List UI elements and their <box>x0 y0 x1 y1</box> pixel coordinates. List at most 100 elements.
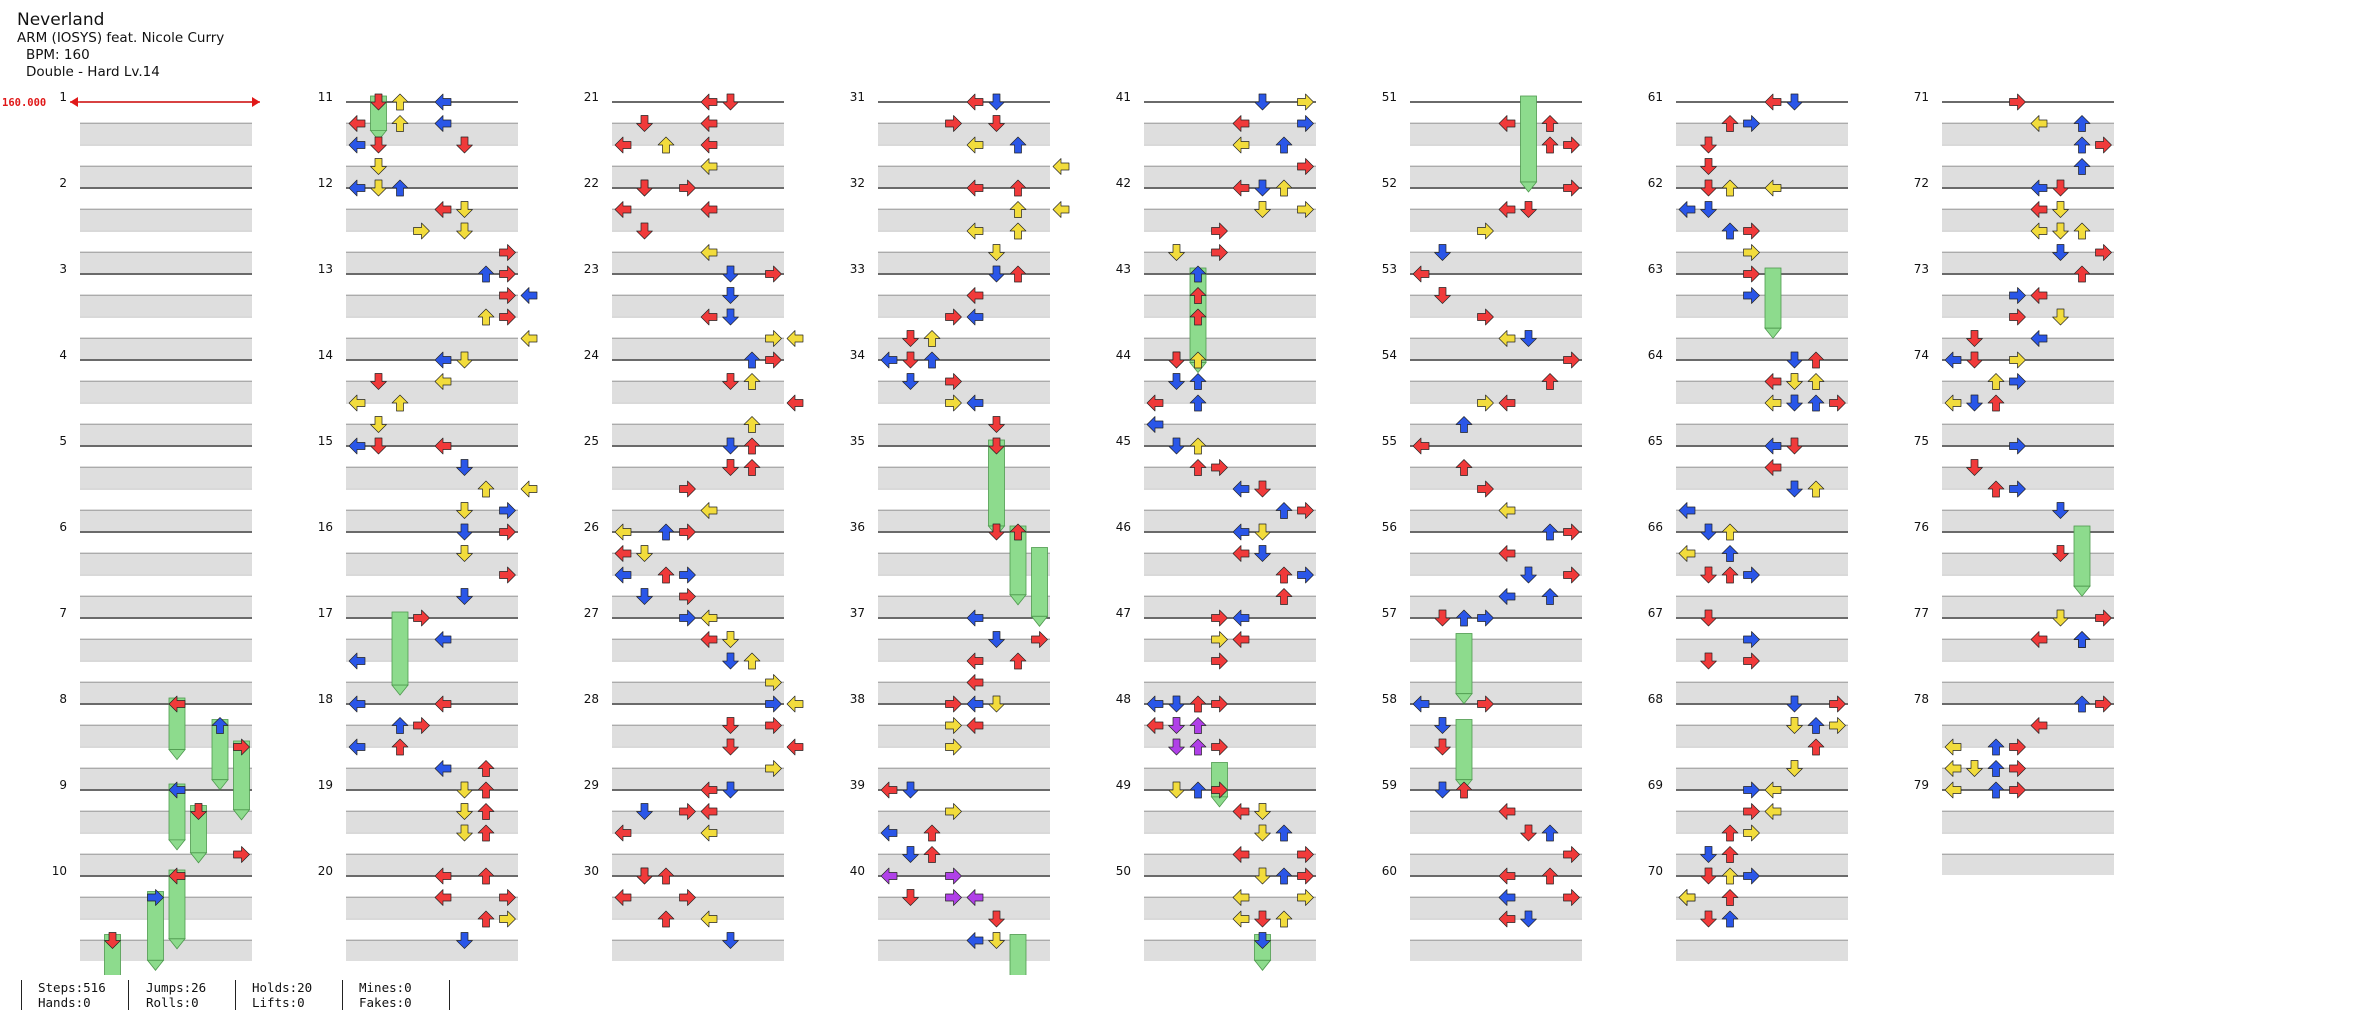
note-arrow-left <box>1498 502 1516 519</box>
measure-band <box>1144 595 1316 617</box>
measure-block: 58 <box>1382 692 1582 789</box>
hold-tail <box>168 749 186 761</box>
note-arrow-down <box>1786 760 1803 777</box>
note-arrow-up <box>1009 179 1027 197</box>
note-arrow-down <box>722 717 739 734</box>
arrow-right-icon <box>2009 781 2026 799</box>
arrow-left-icon <box>434 889 452 906</box>
note-arrow-up <box>743 652 761 670</box>
arrow-down-icon <box>988 265 1005 283</box>
note-arrow-up <box>1807 351 1825 369</box>
measure-band <box>1144 896 1316 918</box>
measure-block: 49 <box>1116 778 1316 875</box>
hold-tail <box>1253 959 1272 971</box>
arrow-left-icon <box>1232 910 1250 928</box>
note-arrow-right <box>1743 265 1760 283</box>
arrow-up-icon <box>1189 394 1207 412</box>
note-arrow-right <box>1563 889 1580 906</box>
arrow-down-icon <box>1254 179 1271 197</box>
measure-band <box>80 122 252 144</box>
measure-band <box>1676 681 1848 703</box>
arrow-left-icon <box>700 308 718 326</box>
arrow-left-icon <box>348 394 366 412</box>
note-arrow-left <box>786 738 804 756</box>
arrow-up-icon <box>657 867 675 885</box>
arrow-down-icon <box>722 738 739 756</box>
arrow-left-icon <box>2030 222 2048 240</box>
arrow-up-icon <box>391 179 409 197</box>
measure-number: 21 <box>584 90 599 104</box>
arrow-down-icon <box>722 652 739 670</box>
measure-block: 22 <box>584 176 784 273</box>
note-arrow-left <box>1232 889 1250 906</box>
note-arrow-up <box>1541 824 1559 842</box>
note-arrow-down <box>1254 201 1271 218</box>
arrow-up-icon <box>1275 179 1293 197</box>
arrow-right-icon <box>413 717 430 734</box>
arrow-down-icon <box>1254 910 1271 928</box>
measure-number: 19 <box>318 778 333 792</box>
note-arrow-up <box>657 910 675 928</box>
note-arrow-down <box>456 523 473 541</box>
arrow-right-icon <box>2095 695 2112 713</box>
hold-body <box>1031 547 1048 617</box>
hold-tail <box>391 684 409 696</box>
arrow-down-icon <box>988 523 1005 541</box>
note-arrow-up <box>477 803 495 820</box>
arrow-left-icon <box>520 480 538 498</box>
arrow-down-icon <box>370 93 387 111</box>
note-arrow-left <box>966 308 984 326</box>
arrow-right-icon <box>1477 308 1494 326</box>
arrow-down-icon <box>902 846 919 863</box>
note-arrow-left <box>2030 631 2048 648</box>
arrow-up-icon <box>743 416 761 433</box>
note-arrow-down <box>722 93 739 111</box>
measure-number: 78 <box>1914 692 1929 706</box>
arrow-left-icon <box>1498 394 1516 412</box>
note-arrow-left <box>348 115 366 132</box>
measure-band <box>80 810 252 832</box>
note-arrow-left <box>614 136 632 154</box>
note-arrow-right <box>1297 566 1314 584</box>
note-arrow-right <box>945 717 962 734</box>
note-arrow-right <box>1297 889 1314 906</box>
note-arrow-down <box>1168 437 1185 455</box>
arrow-right-icon <box>1563 889 1580 906</box>
arrow-down-icon <box>988 437 1005 455</box>
note-arrow-down <box>636 545 653 562</box>
note-arrow-down <box>1700 910 1717 928</box>
note-arrow-up <box>1541 373 1559 390</box>
arrow-left-icon <box>700 201 718 218</box>
note-arrow-down <box>722 287 739 304</box>
arrow-down-icon <box>1254 201 1271 218</box>
note-arrow-left <box>348 179 366 197</box>
note-arrow-left <box>880 351 898 369</box>
arrow-up-icon <box>1189 437 1207 455</box>
arrow-left-icon <box>1052 158 1070 175</box>
song-header: Neverland ARM (IOSYS) feat. Nicole Curry… <box>17 10 224 81</box>
measure-number: 6 <box>59 520 67 534</box>
note-arrow-down <box>456 502 473 519</box>
measure-number: 73 <box>1914 262 1929 276</box>
note-arrow-right <box>945 695 962 713</box>
note-arrow-up <box>477 308 495 326</box>
measure-band <box>878 896 1050 918</box>
measure-number: 9 <box>59 778 67 792</box>
note-arrow-right <box>499 566 516 584</box>
arrow-left-icon <box>168 781 186 799</box>
note-arrow-right <box>1211 738 1228 756</box>
measure-band <box>1410 122 1582 144</box>
note-arrow-down <box>370 93 387 111</box>
arrow-right-icon <box>499 287 516 304</box>
measure-band <box>1144 294 1316 316</box>
measure-band <box>612 509 784 531</box>
note-arrow-up <box>1987 373 2005 390</box>
arrow-down-icon <box>636 588 653 605</box>
arrow-left-icon <box>520 287 538 304</box>
arrow-up-icon <box>1721 523 1739 541</box>
arrow-right-icon <box>499 308 516 326</box>
note-arrow-down <box>1434 738 1451 756</box>
arrow-left-icon <box>2030 201 2048 218</box>
note-arrow-down <box>988 244 1005 261</box>
note-arrow-left <box>1764 93 1782 111</box>
